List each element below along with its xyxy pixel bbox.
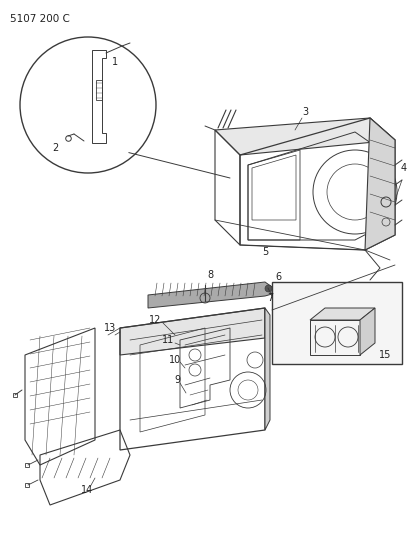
Polygon shape [120, 308, 264, 355]
Text: 15: 15 [378, 350, 390, 360]
Polygon shape [264, 308, 270, 430]
Text: 5107 200 C: 5107 200 C [10, 14, 70, 24]
Text: 2: 2 [52, 143, 58, 153]
Bar [271, 282, 401, 364]
Text: 8: 8 [207, 270, 213, 280]
Polygon shape [214, 118, 394, 155]
Text: 12: 12 [148, 315, 161, 325]
Text: 9: 9 [173, 375, 180, 385]
Text: 11: 11 [162, 335, 174, 345]
Polygon shape [309, 308, 374, 320]
Polygon shape [364, 118, 394, 250]
Text: 10: 10 [169, 355, 181, 365]
Text: 6: 6 [274, 272, 281, 282]
Text: 14: 14 [81, 485, 93, 495]
Text: 3: 3 [301, 107, 307, 117]
Text: 4: 4 [400, 163, 406, 173]
Polygon shape [148, 282, 271, 308]
Polygon shape [359, 308, 374, 355]
Text: 1: 1 [112, 57, 118, 67]
Text: 5: 5 [261, 247, 267, 257]
Text: 7: 7 [266, 293, 272, 303]
Text: 13: 13 [103, 323, 116, 333]
